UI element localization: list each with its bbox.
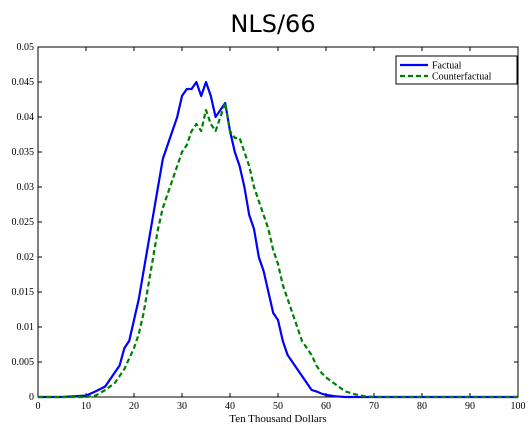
chart-title: NLS/66 xyxy=(230,10,315,38)
legend-box xyxy=(395,55,518,85)
x-tick-label: 0 xyxy=(36,401,41,412)
y-tick-label: 0 xyxy=(29,392,34,403)
x-axis: 0 10 20 30 40 50 60 70 80 90 100 xyxy=(36,47,526,412)
x-tick-label: 50 xyxy=(273,401,283,412)
x-tick-label: 80 xyxy=(417,401,427,412)
x-tick-label: 40 xyxy=(225,401,235,412)
y-tick-label: 0.025 xyxy=(12,217,35,228)
y-tick-label: 0.05 xyxy=(17,42,35,53)
legend-label-factual: Factual xyxy=(432,61,462,72)
x-tick-label: 90 xyxy=(465,401,475,412)
x-axis-label: Ten Thousand Dollars xyxy=(229,413,326,425)
y-tick-label: 0.005 xyxy=(12,357,35,368)
y-tick-label: 0.035 xyxy=(12,147,35,158)
y-tick-label: 0.02 xyxy=(17,252,35,263)
x-tick-label: 100 xyxy=(511,401,526,412)
plot-area xyxy=(37,46,519,398)
x-tick-label: 30 xyxy=(177,401,187,412)
series-line-factual xyxy=(38,80,518,399)
y-tick-label: 0.04 xyxy=(17,112,35,123)
y-tick-label: 0.03 xyxy=(17,182,35,193)
x-tick-label: 10 xyxy=(81,401,91,412)
x-tick-label: 60 xyxy=(321,401,331,412)
legend-label-counterfactual: Counterfactual xyxy=(432,72,492,83)
y-axis: 0 0.005 0.01 0.015 0.02 0.025 0.03 0.035 0.04 0.0… xyxy=(12,42,518,403)
series-line-counterfactual xyxy=(38,101,518,399)
series-lines xyxy=(38,80,518,399)
y-tick-label: 0.01 xyxy=(17,322,35,333)
x-tick-label: 70 xyxy=(369,401,379,412)
y-tick-label: 0.015 xyxy=(12,287,35,298)
x-tick-label: 20 xyxy=(129,401,139,412)
y-tick-label: 0.045 xyxy=(12,77,35,88)
